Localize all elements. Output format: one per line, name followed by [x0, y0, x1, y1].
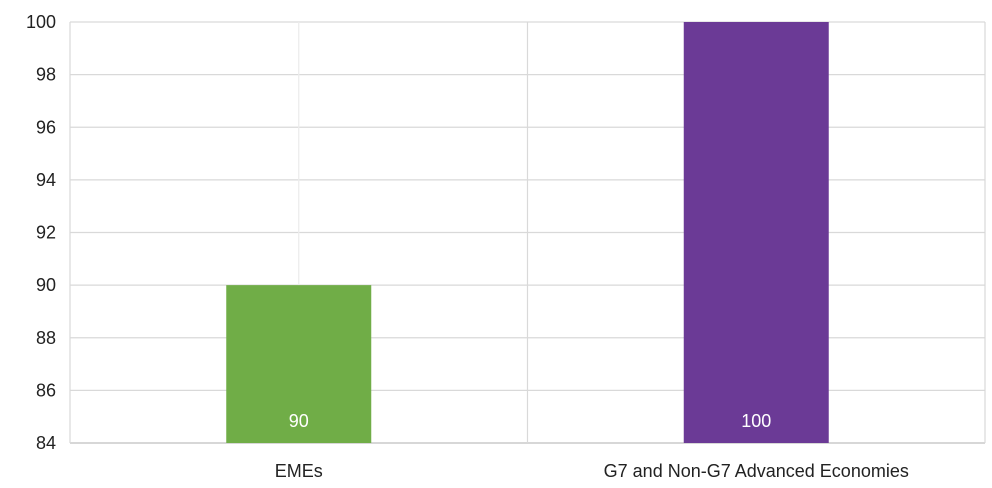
y-tick-label-100: 100: [26, 12, 56, 32]
y-tick-label-98: 98: [36, 65, 56, 85]
y-tick-label-84: 84: [36, 433, 56, 453]
y-tick-label-88: 88: [36, 328, 56, 348]
y-tick-label-92: 92: [36, 223, 56, 243]
data-label-0: 90: [289, 411, 309, 431]
bars: 90 100: [226, 22, 829, 443]
category-label-0: EMEs: [275, 461, 323, 481]
y-tick-label-86: 86: [36, 380, 56, 400]
y-tick-label-96: 96: [36, 117, 56, 137]
bar-0: [226, 285, 372, 443]
data-label-1: 100: [741, 411, 771, 431]
category-label-1: G7 and Non-G7 Advanced Economies: [604, 461, 909, 481]
y-tick-label-90: 90: [36, 275, 56, 295]
gridlines: [69, 21, 986, 444]
y-axis-tick-labels: 84 86 88 90 92 94 96 98 100: [26, 12, 56, 453]
y-tick-label-94: 94: [36, 170, 56, 190]
x-axis-category-labels: EMEs G7 and Non-G7 Advanced Economies: [275, 461, 909, 481]
bar-1: [683, 22, 829, 443]
